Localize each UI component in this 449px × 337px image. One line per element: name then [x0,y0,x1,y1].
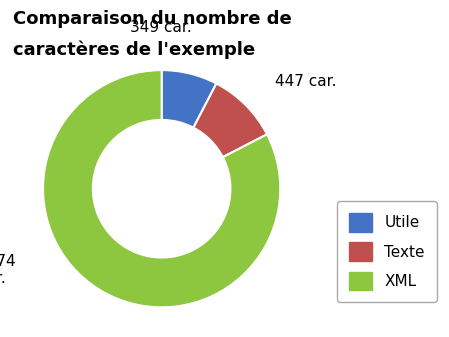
Text: Comparaison du nombre de: Comparaison du nombre de [13,10,292,28]
Text: 349 car.: 349 car. [130,20,192,35]
Wedge shape [43,70,280,307]
Text: caractères de l'exemple: caractères de l'exemple [13,40,255,59]
Text: 3774
car.: 3774 car. [0,254,17,286]
Text: 447 car.: 447 car. [275,74,337,89]
Legend: Utile, Texte, XML: Utile, Texte, XML [337,201,437,302]
Wedge shape [162,70,216,128]
Wedge shape [194,84,267,157]
